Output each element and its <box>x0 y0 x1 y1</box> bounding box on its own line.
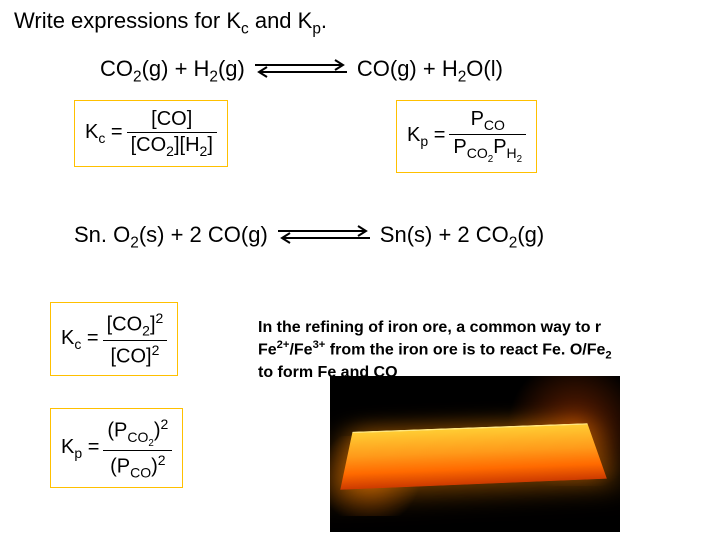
reaction-1: CO2(g) + H2(g) CO(g) + H2O(l) <box>100 56 503 86</box>
t: ) <box>151 455 158 477</box>
t: (P <box>110 455 130 477</box>
kp2-den: (PCO)2 <box>106 451 169 482</box>
kp2-box: Kp = (PCO2)2 (PCO)2 <box>50 408 183 488</box>
kc2-box: Kc = [CO2]2 [CO]2 <box>50 302 178 376</box>
kc2-label: Kc = <box>61 327 99 352</box>
kp1-box: Kp = PCO PCO2PH2 <box>396 100 537 173</box>
t: = <box>82 436 99 458</box>
t: 2 <box>152 342 160 358</box>
title-text2: and K <box>249 8 313 33</box>
t: CO <box>100 56 133 81</box>
t: 2 <box>166 143 174 159</box>
t: [CO <box>107 314 143 336</box>
t: P <box>493 136 506 158</box>
t: P <box>471 108 484 130</box>
t: CO <box>130 464 151 480</box>
t: = <box>428 124 445 146</box>
t: = <box>81 327 98 349</box>
t: 3+ <box>313 339 326 351</box>
t: O(l) <box>466 56 503 81</box>
kc2-fraction: [CO2]2 [CO]2 <box>103 309 168 369</box>
kc2-den: [CO]2 <box>106 341 163 370</box>
iron-refining-photo <box>330 376 620 532</box>
t: p <box>420 133 428 149</box>
t: 2 <box>458 68 467 85</box>
kc1-num: [CO] <box>147 107 196 132</box>
t: K <box>407 124 420 146</box>
title-text: Write expressions for K <box>14 8 241 33</box>
t: (g) <box>218 56 245 81</box>
t: 2 <box>133 68 142 85</box>
t: [CO <box>131 134 167 156</box>
t: 2 <box>517 154 522 165</box>
equilibrium-arrow-icon <box>274 223 374 251</box>
t: CO <box>127 429 148 445</box>
title-text3: . <box>321 8 327 33</box>
title-sub-c: c <box>241 20 249 37</box>
rxn2-rhs: Sn(s) + 2 CO2(g) <box>380 222 544 252</box>
kp2-num: (PCO2)2 <box>103 415 172 450</box>
t: In the refining of iron ore, a common wa… <box>258 319 601 336</box>
t: 2 <box>156 310 164 326</box>
t: 2 <box>158 452 166 468</box>
t: = <box>105 121 122 143</box>
kp1-label: Kp = <box>407 124 445 149</box>
refining-note: In the refining of iron ore, a common wa… <box>258 318 720 383</box>
t: K <box>61 436 74 458</box>
t: Sn. O <box>74 222 130 247</box>
t: (s) + 2 CO(g) <box>139 222 268 247</box>
t: 2 <box>605 350 611 362</box>
kc1-den: [CO2][H2] <box>127 133 217 160</box>
t: Sn(s) + 2 CO <box>380 222 509 247</box>
equilibrium-arrow-icon <box>251 57 351 85</box>
rxn2-lhs: Sn. O2(s) + 2 CO(g) <box>74 222 268 252</box>
t: p <box>74 445 82 461</box>
t: CO <box>484 117 505 133</box>
kp1-fraction: PCO PCO2PH2 <box>449 107 526 166</box>
t: 2 <box>161 416 169 432</box>
t: CO(g) + H <box>357 56 458 81</box>
t: Fe <box>258 341 277 358</box>
kc2-num: [CO2]2 <box>103 309 168 340</box>
t: (g) + H <box>142 56 210 81</box>
kc1-box: Kc = [CO] [CO2][H2] <box>74 100 228 167</box>
t: P <box>453 136 466 158</box>
t: CO <box>467 145 488 161</box>
kp1-den: PCO2PH2 <box>449 135 526 166</box>
t: K <box>85 121 98 143</box>
t: H <box>507 145 517 161</box>
title-sub-p: p <box>312 20 321 37</box>
t: 2 <box>130 234 139 251</box>
page-title: Write expressions for Kc and Kp. <box>14 8 327 38</box>
kc1-fraction: [CO] [CO2][H2] <box>127 107 217 160</box>
t: ) <box>154 420 161 442</box>
t: /Fe <box>289 341 312 358</box>
t: ] <box>207 134 213 156</box>
kp2-fraction: (PCO2)2 (PCO)2 <box>103 415 172 481</box>
kp2-label: Kp = <box>61 436 99 461</box>
t: (P <box>107 420 127 442</box>
t: [CO] <box>110 345 151 367</box>
t: K <box>61 327 74 349</box>
t: (g) <box>517 222 544 247</box>
reaction-2: Sn. O2(s) + 2 CO(g) Sn(s) + 2 CO2(g) <box>74 222 544 252</box>
rxn1-lhs: CO2(g) + H2(g) <box>100 56 245 86</box>
t: 2 <box>142 323 150 339</box>
t: from the iron ore is to react Fe. O/Fe <box>325 341 605 358</box>
kp1-num: PCO <box>467 107 509 134</box>
t: ][H <box>174 134 200 156</box>
rxn1-rhs: CO(g) + H2O(l) <box>357 56 503 86</box>
t: 2+ <box>277 339 290 351</box>
hot-steel-slab <box>340 423 607 489</box>
kc1-label: Kc = <box>85 121 123 146</box>
t: 2 <box>209 68 218 85</box>
